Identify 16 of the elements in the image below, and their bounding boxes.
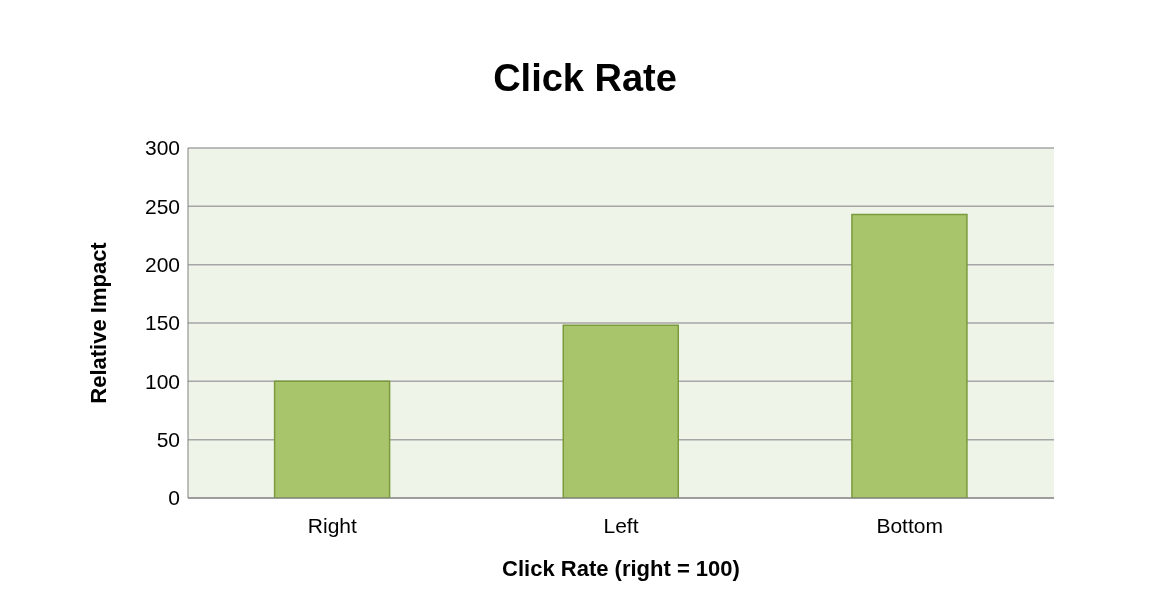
chart-title: Click Rate: [493, 56, 677, 100]
bar: [851, 213, 968, 498]
y-axis-title: Relative Impact: [85, 241, 111, 404]
x-tick-label: Bottom: [876, 513, 943, 537]
x-tick-label: Left: [603, 513, 639, 537]
y-tick-label: 150: [144, 311, 180, 335]
bar: [273, 380, 391, 498]
y-tick-label: 50: [156, 428, 180, 452]
y-tick-label: 200: [144, 253, 180, 277]
x-axis-title: Click Rate (right = 100): [502, 556, 740, 581]
x-tick-label: Right: [307, 513, 358, 537]
bar: [562, 324, 680, 498]
y-tick-label: 0: [168, 486, 180, 510]
y-tick-label: 300: [144, 136, 180, 160]
y-tick-label: 250: [144, 194, 180, 218]
y-tick-label: 100: [144, 369, 180, 393]
